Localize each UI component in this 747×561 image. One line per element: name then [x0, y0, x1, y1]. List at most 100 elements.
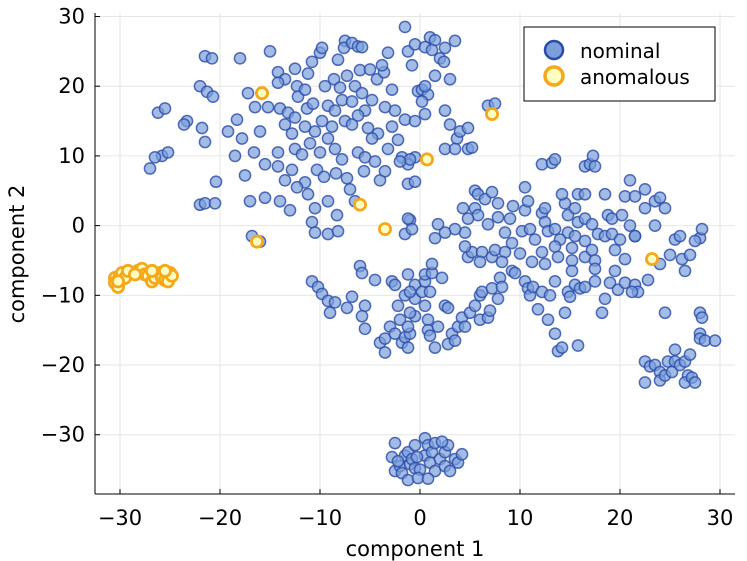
scatter-point-nominal [328, 142, 342, 156]
scatter-point-nominal [458, 240, 472, 253]
scatter-point-nominal [418, 79, 432, 93]
scatter-point-nominal [578, 280, 592, 294]
x-tick-label: −30 [98, 506, 142, 530]
scatter-point-nominal [538, 201, 552, 215]
scatter-point-nominal [328, 295, 342, 309]
scatter-point-nominal [278, 118, 292, 131]
scatter-point-nominal [518, 180, 532, 194]
scatter-point-nominal [448, 142, 462, 156]
scatter-point-nominal [290, 180, 304, 194]
scatter-point-nominal [653, 191, 667, 205]
scatter-point-nominal [271, 146, 285, 159]
scatter-point-nominal [565, 254, 579, 267]
scatter-point-nominal [308, 125, 322, 138]
scatter-point-nominal [438, 41, 452, 55]
scatter-point-nominal [329, 166, 343, 180]
y-tick-label: 0 [72, 214, 85, 238]
scatter-point-nominal [628, 189, 642, 203]
scatter-point-nominal [385, 120, 399, 133]
scatter-point-nominal [551, 250, 565, 264]
scatter-point-nominal [343, 183, 357, 196]
scatter-point-nominal [401, 320, 415, 334]
scatter-point-nominal [603, 276, 617, 290]
scatter-point-nominal [205, 51, 219, 65]
scatter-point-nominal [638, 183, 652, 196]
scatter-point-nominal [695, 311, 709, 324]
scatter-point-nominal [443, 72, 457, 86]
scatter-point-nominal [393, 313, 407, 327]
scatter-point-nominal [506, 199, 520, 213]
scatter-point-nominal [378, 346, 392, 359]
scatter-point-nominal [288, 111, 302, 124]
scatter-point-nominal [248, 100, 262, 114]
scatter-point-nominal [298, 120, 312, 133]
scatter-point-anomalous [111, 274, 126, 289]
scatter-point-nominal [438, 104, 452, 117]
scatter-point-nominal [345, 290, 359, 304]
scatter-point-nominal [306, 97, 320, 110]
scatter-point-nominal [393, 155, 407, 168]
scatter-point-nominal [228, 149, 242, 163]
x-tick-label: −10 [298, 506, 342, 530]
scatter-point-nominal [505, 236, 519, 250]
scatter-point-nominal [378, 332, 392, 345]
scatter-point-nominal [638, 376, 652, 389]
scatter-point-nominal [340, 69, 354, 83]
legend-label-anomalous: anomalous [580, 65, 690, 89]
scatter-point-nominal [177, 118, 191, 131]
scatter-point-anomalous [157, 263, 172, 278]
scatter-point-nominal [368, 155, 382, 168]
scatter-point-nominal [208, 196, 222, 210]
scatter-point-nominal [598, 292, 612, 306]
scatter-point-nominal [555, 187, 569, 201]
scatter-point-nominal [418, 107, 432, 121]
scatter-point-nominal [318, 79, 332, 93]
scatter-point-nominal [305, 55, 319, 69]
scatter-point-nominal [253, 125, 267, 138]
scatter-point-nominal [598, 187, 612, 201]
scatter-point-nominal [283, 203, 297, 217]
scatter-point-nominal [230, 113, 244, 127]
scatter-point-nominal [355, 266, 369, 280]
scatter-point-nominal [421, 472, 435, 486]
scatter-point-nominal [345, 95, 359, 108]
scatter-point-nominal [148, 150, 162, 164]
scatter-point-nominal [195, 121, 209, 135]
scatter-point-nominal [317, 170, 331, 184]
scatter-point-nominal [513, 247, 527, 260]
scatter-point-nominal [308, 201, 322, 215]
scatter-point-nominal [421, 313, 435, 327]
scatter-point-nominal [443, 464, 457, 478]
scatter-point-nominal [221, 125, 235, 138]
scatter-point-nominal [391, 299, 405, 313]
scatter-point-nominal [305, 215, 319, 229]
scatter-point-nominal [618, 252, 632, 266]
scatter-point-nominal [588, 262, 602, 276]
scatter-point-nominal [340, 301, 354, 315]
scatter-point-nominal [543, 288, 557, 302]
scatter-point-nominal [241, 86, 255, 100]
scatter-point-nominal [328, 104, 342, 117]
scatter-point-nominal [435, 435, 449, 449]
scatter-point-nominal [658, 306, 672, 320]
scatter-point-nominal [448, 34, 462, 48]
scatter-point-nominal [365, 93, 379, 107]
x-axis-label: component 1 [346, 537, 485, 561]
scatter-point-nominal [271, 160, 285, 173]
scatter-point-nominal [431, 320, 445, 334]
scatter-point-nominal [247, 146, 261, 159]
scatter-point-anomalous [419, 152, 434, 167]
x-tick-label: 20 [607, 506, 634, 530]
scatter-point-nominal [403, 306, 417, 320]
scatter-point-nominal [548, 327, 562, 341]
scatter-point-nominal [143, 162, 157, 175]
scatter-point-nominal [485, 185, 499, 199]
scatter-point-nominal [408, 438, 422, 452]
scatter-point-nominal [531, 302, 545, 316]
scatter-point-nominal [608, 264, 622, 278]
scatter-point-nominal [278, 173, 292, 187]
scatter-point-nominal [401, 341, 415, 354]
scatter-point-nominal [535, 245, 549, 259]
scatter-point-nominal [538, 257, 552, 271]
